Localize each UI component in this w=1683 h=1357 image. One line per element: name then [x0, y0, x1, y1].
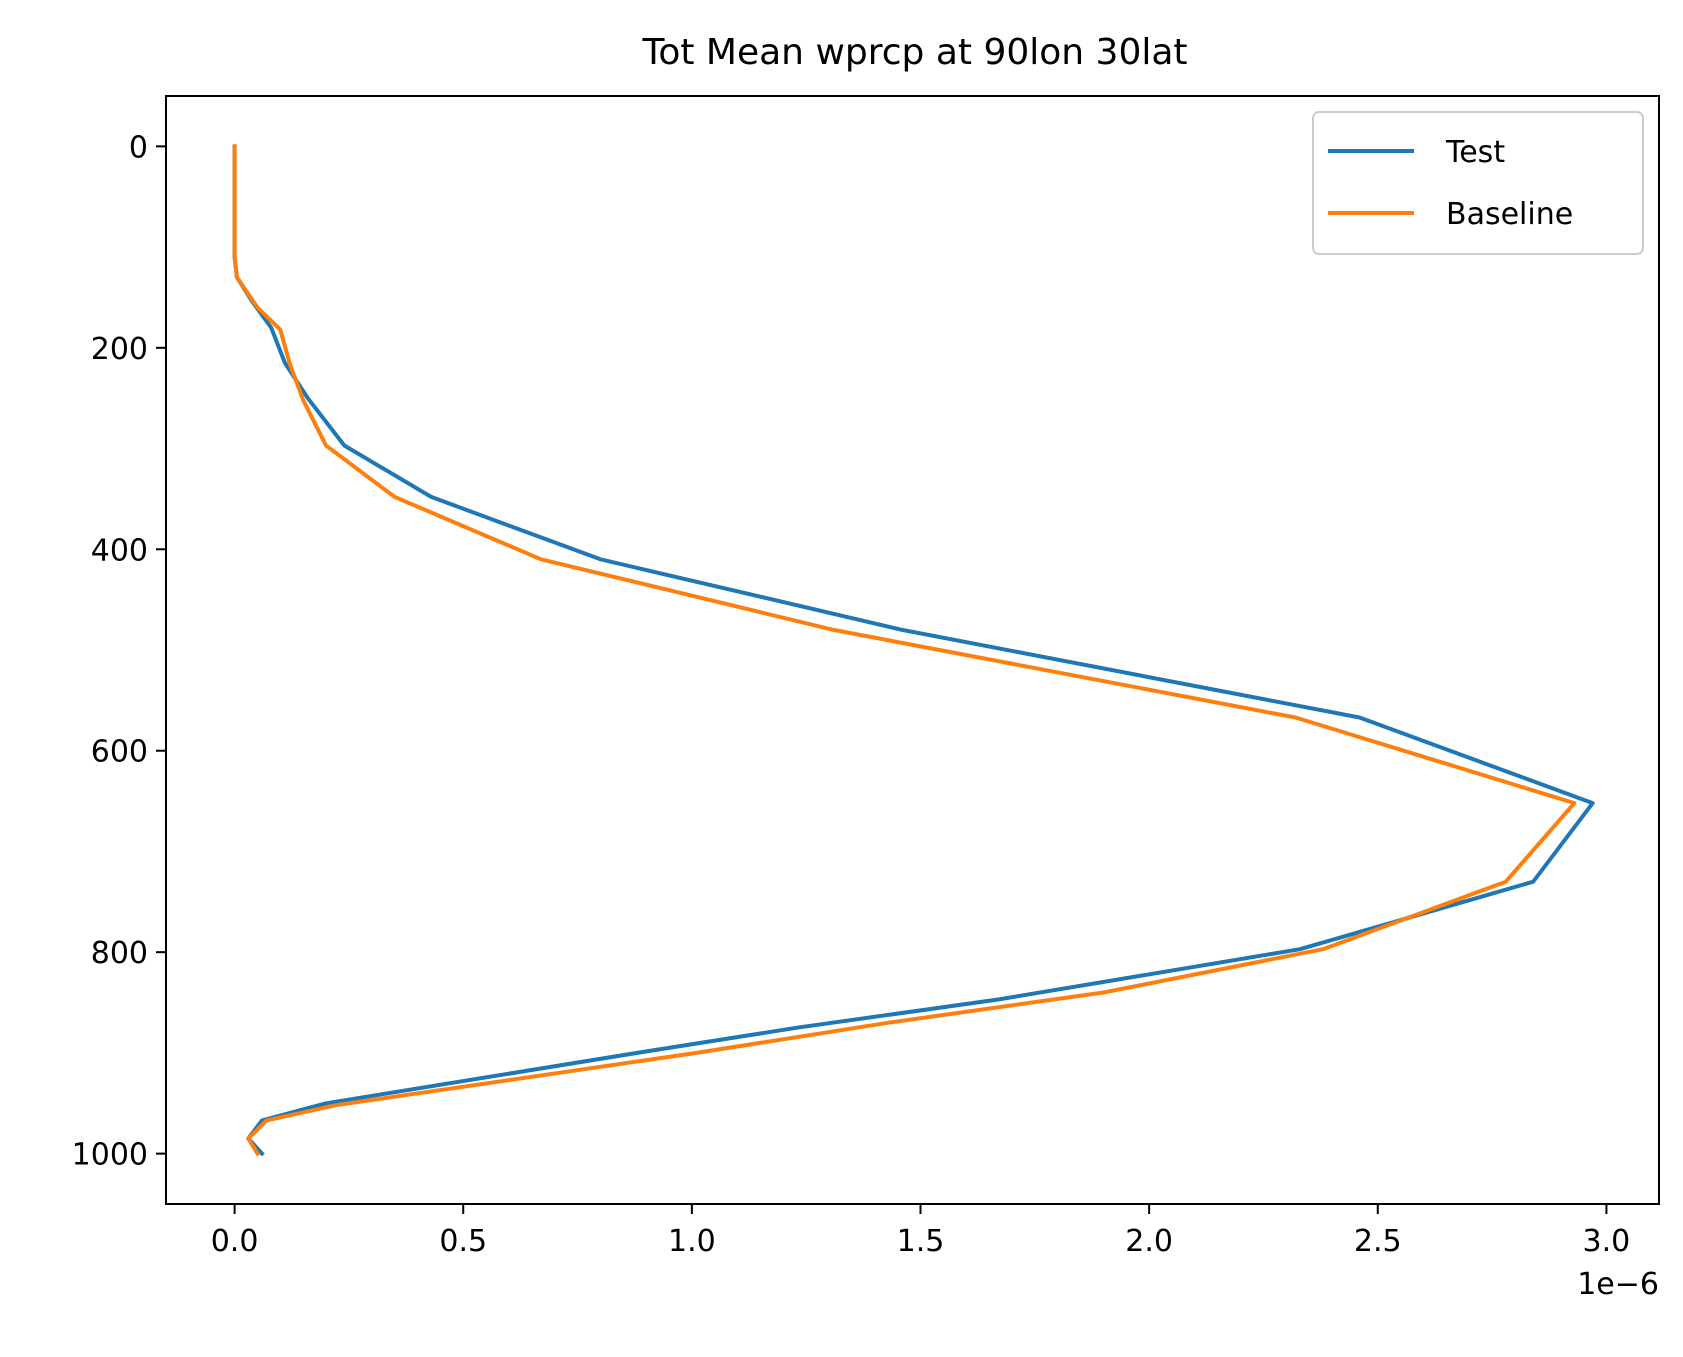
series-line-baseline: [232, 144, 1577, 1157]
x-tick-label: 0.5: [439, 1224, 487, 1259]
y-tick-label: 0: [129, 130, 148, 165]
series-layer: [232, 144, 1595, 1157]
legend-box: [1312, 111, 1644, 255]
legend-label-test: Test: [1445, 135, 1505, 170]
y-tick-label: 1000: [72, 1138, 148, 1173]
plot-area-frame: [165, 95, 1660, 1205]
x-axis-offset-text: 1e−6: [1577, 1267, 1659, 1302]
y-tick-label: 200: [91, 332, 148, 367]
y-tick-label: 400: [91, 533, 148, 568]
x-tick-label: 1.0: [668, 1224, 716, 1259]
y-axis-ticks: 0 200 400 600 800 1000: [72, 130, 166, 1173]
x-tick-label: 2.0: [1125, 1224, 1173, 1259]
x-tick-label: 3.0: [1583, 1224, 1631, 1259]
legend-label-baseline: Baseline: [1446, 197, 1573, 232]
x-axis-ticks: 0.0 0.5 1.0 1.5 2.0 2.5 3.0: [211, 1204, 1631, 1259]
x-tick-label: 2.5: [1354, 1224, 1402, 1259]
y-tick-label: 800: [91, 936, 148, 971]
legend: Test Baseline: [1312, 111, 1644, 255]
chart-title: Tot Mean wprcp at 90lon 30lat: [641, 32, 1187, 73]
x-tick-label: 0.0: [211, 1224, 259, 1259]
y-tick-label: 600: [91, 735, 148, 770]
x-tick-label: 1.5: [897, 1224, 945, 1259]
